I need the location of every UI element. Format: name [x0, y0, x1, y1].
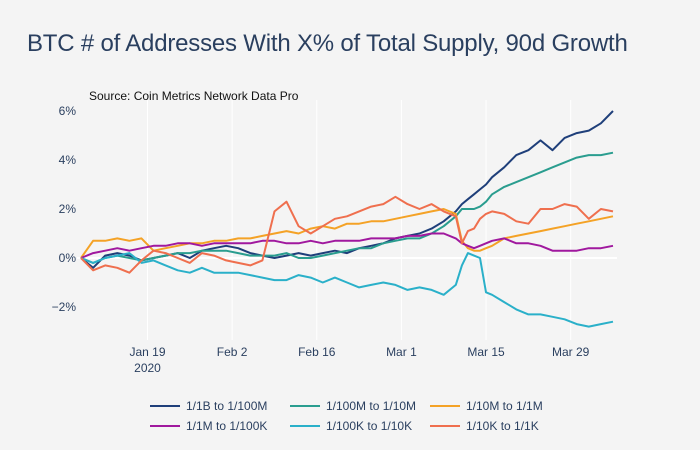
- x-tick-label: Mar 1: [386, 345, 417, 359]
- series-line-4: [80, 252, 614, 328]
- series-line-1: [80, 151, 614, 264]
- y-tick-label: 0%: [59, 251, 77, 265]
- legend-label: 1/1M to 1/100K: [186, 419, 268, 433]
- legend-item[interactable]: 1/100K to 1/10K: [290, 418, 430, 434]
- x-axis: Jan 19 2020 Feb 2 Feb 16 Mar 1 Mar 15 Mar 29: [129, 345, 589, 375]
- legend-swatch: [430, 405, 460, 407]
- x-tick-sublabel: 2020: [134, 361, 161, 375]
- legend-swatch: [150, 425, 180, 427]
- y-tick-label: 4%: [59, 153, 77, 167]
- legend: 1/1B to 1/100M 1/100M to 1/10M 1/10M to 1/…: [150, 398, 570, 434]
- x-tick-label: Feb 16: [298, 345, 336, 359]
- legend-swatch: [430, 425, 460, 427]
- legend-label: 1/10M to 1/1M: [466, 399, 543, 413]
- legend-label: 1/100M to 1/10M: [326, 399, 417, 413]
- legend-label: 1/100K to 1/10K: [326, 419, 413, 433]
- series-line-3: [80, 232, 614, 259]
- series-lines: [80, 110, 614, 328]
- series-line-2: [80, 208, 614, 259]
- legend-label: 1/10K to 1/1K: [466, 419, 539, 433]
- y-tick-label: −2%: [52, 300, 77, 314]
- legend-item[interactable]: 1/100M to 1/10M: [290, 398, 430, 414]
- legend-item[interactable]: 1/1M to 1/100K: [150, 418, 290, 434]
- series-line-5: [80, 195, 614, 274]
- legend-swatch: [150, 405, 180, 407]
- legend-item[interactable]: 1/10K to 1/1K: [430, 418, 570, 434]
- legend-swatch: [290, 405, 320, 407]
- gridlines: [77, 100, 617, 340]
- x-tick-label: Mar 15: [467, 345, 505, 359]
- x-tick-label: Jan 19: [129, 345, 165, 359]
- y-tick-label: 2%: [59, 202, 77, 216]
- legend-label: 1/1B to 1/100M: [186, 399, 268, 413]
- x-tick-label: Feb 2: [217, 345, 248, 359]
- y-axis: 6% 4% 2% 0% −2%: [52, 104, 77, 314]
- chart-title: BTC # of Addresses With X% of Total Supp…: [27, 30, 628, 57]
- legend-swatch: [290, 425, 320, 427]
- legend-item[interactable]: 1/1B to 1/100M: [150, 398, 290, 414]
- x-tick-label: Mar 29: [552, 345, 590, 359]
- y-tick-label: 6%: [59, 104, 77, 118]
- chart-subtitle: Source: Coin Metrics Network Data Pro: [89, 89, 299, 103]
- legend-item[interactable]: 1/10M to 1/1M: [430, 398, 570, 414]
